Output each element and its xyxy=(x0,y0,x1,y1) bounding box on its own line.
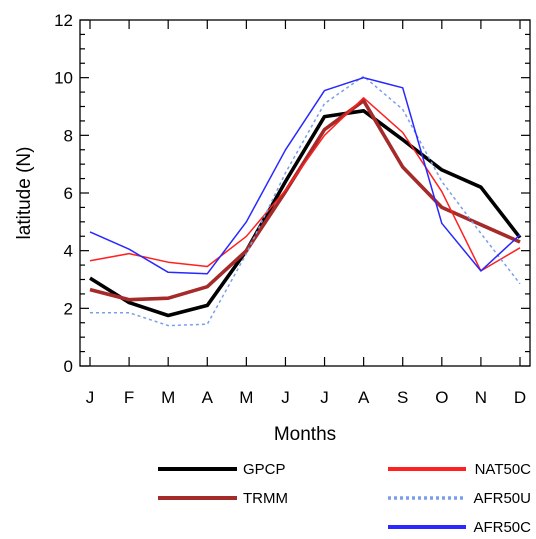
legend-label-afr50u: AFR50U xyxy=(473,490,531,507)
x-tick-label: J xyxy=(320,388,329,407)
y-tick-label: 10 xyxy=(54,69,73,88)
series-line-gpcp xyxy=(89,109,522,318)
x-tick-label: J xyxy=(86,388,95,407)
y-tick-labels: 0 2 4 6 8 10 12 xyxy=(54,11,73,376)
y-axis-label: latitude (N) xyxy=(14,147,35,240)
x-tick-label: S xyxy=(397,388,408,407)
y-tick-label: 0 xyxy=(64,357,73,376)
y-tick-label: 6 xyxy=(64,184,73,203)
x-tick-label: O xyxy=(435,388,448,407)
y-tick-label: 4 xyxy=(64,242,73,261)
series-line-trmm xyxy=(89,98,521,302)
x-tick-label: N xyxy=(475,388,487,407)
x-tick-label: J xyxy=(281,388,290,407)
x-tick-label: D xyxy=(514,388,526,407)
series-line-nat50c xyxy=(89,97,521,272)
legend-label-nat50c: NAT50C xyxy=(475,461,532,478)
x-axis-label: Months xyxy=(274,424,336,445)
series-line-afr50u xyxy=(90,75,521,327)
legend-label-trmm: TRMM xyxy=(243,490,288,507)
x-tick-label: F xyxy=(124,388,134,407)
axis-ticks xyxy=(80,19,530,367)
plot-frame xyxy=(79,19,531,367)
x-tick-label: M xyxy=(239,388,253,407)
y-tick-label: 12 xyxy=(54,11,73,30)
plot-lines xyxy=(89,75,522,327)
series-line-afr50c xyxy=(89,76,521,275)
legend: GPCP TRMM NAT50C AFR50U AFR50C xyxy=(158,461,531,536)
legend-label-afr50c: AFR50C xyxy=(473,519,531,536)
x-tick-label: A xyxy=(202,388,214,407)
x-tick-label: A xyxy=(358,388,370,407)
y-tick-label: 8 xyxy=(64,126,73,145)
legend-label-gpcp: GPCP xyxy=(243,461,286,478)
x-tick-label: M xyxy=(161,388,175,407)
y-tick-label: 2 xyxy=(64,299,73,318)
